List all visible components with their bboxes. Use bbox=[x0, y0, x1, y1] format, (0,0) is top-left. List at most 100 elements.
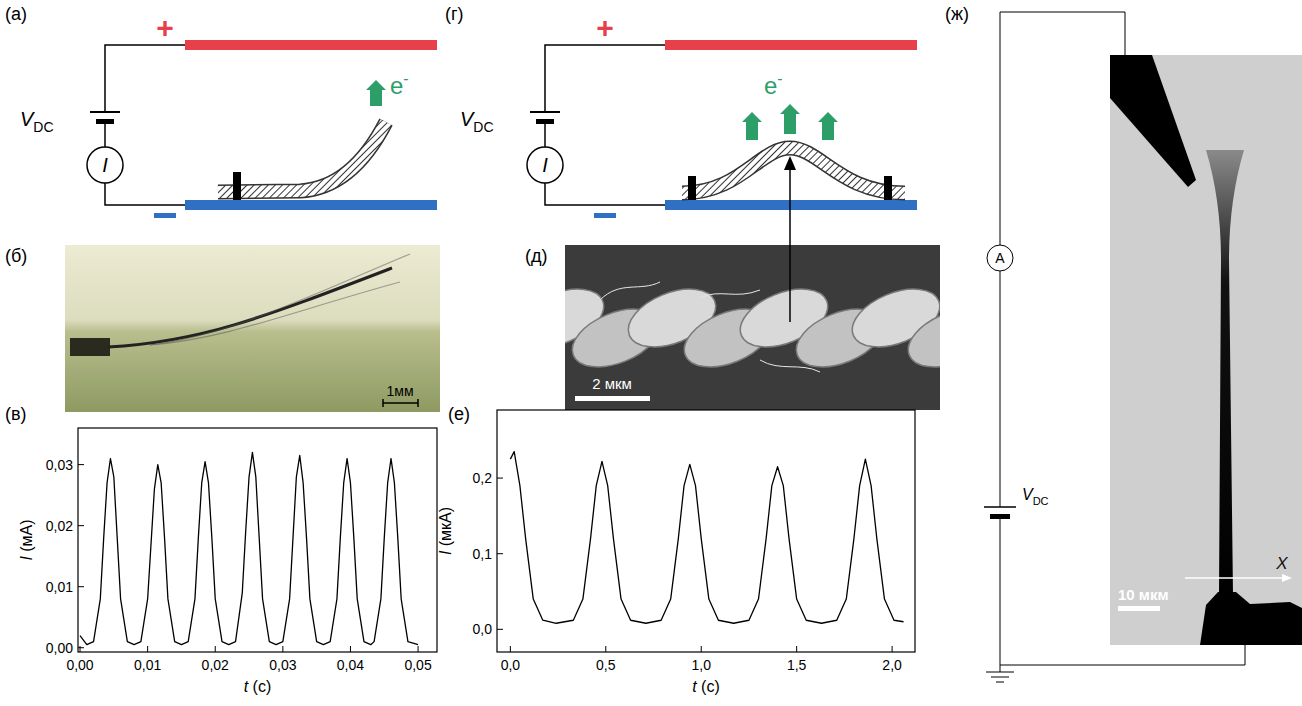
x-axis-title: t (с) bbox=[692, 678, 720, 695]
plus-sign: + bbox=[156, 11, 174, 44]
fiber-outline bbox=[682, 148, 905, 193]
x-tick-label: 0,02 bbox=[202, 657, 229, 673]
figure: (а)+VDCIe-(г)+VDCIe-(б)1мм(д)2 мкм(ж)AVD… bbox=[0, 0, 1302, 706]
y-tick bbox=[497, 553, 503, 554]
wire bbox=[544, 124, 546, 147]
x-tick bbox=[796, 646, 797, 652]
y-tick-label: 0,1 bbox=[473, 546, 493, 562]
scale-label: 10 мкм bbox=[1118, 586, 1169, 603]
cathode-plate bbox=[185, 200, 437, 210]
data-group bbox=[80, 452, 418, 644]
scale-label: 1мм bbox=[386, 383, 413, 399]
x-tick bbox=[147, 646, 148, 652]
emission-arrow bbox=[818, 112, 838, 140]
x-tick bbox=[418, 646, 419, 652]
battery-plate bbox=[984, 506, 1016, 508]
minus-sign bbox=[154, 213, 176, 218]
scale-bar bbox=[383, 399, 418, 407]
plot-frame bbox=[497, 410, 915, 652]
electron-label: e- bbox=[390, 70, 409, 99]
battery-plate bbox=[530, 111, 560, 113]
scale-label: 2 мкм bbox=[592, 375, 632, 392]
x-tick bbox=[80, 646, 81, 652]
voltage-label: VDC bbox=[460, 108, 494, 135]
minus-sign bbox=[594, 213, 616, 218]
battery-plate bbox=[990, 514, 1010, 519]
data-group bbox=[510, 452, 903, 624]
wire bbox=[545, 183, 665, 205]
y-tick bbox=[78, 525, 84, 526]
wire bbox=[1000, 271, 1001, 507]
text-part: - bbox=[777, 70, 782, 87]
x-tick-label: 2,0 bbox=[882, 657, 902, 673]
x-tick-label: 0,03 bbox=[269, 657, 296, 673]
anode-plate bbox=[665, 40, 917, 50]
panel-label: (г) bbox=[445, 4, 464, 24]
x-tick bbox=[892, 646, 893, 652]
x-tick-label: 0,04 bbox=[337, 657, 364, 673]
fiber-holder bbox=[688, 176, 696, 200]
plot-frame bbox=[78, 428, 437, 652]
chart: 0,000,010,020,030,040,050,000,010,020,03 bbox=[46, 428, 437, 673]
emission-arrow bbox=[366, 80, 386, 106]
battery-plate bbox=[90, 111, 120, 113]
rope-fibrils bbox=[600, 282, 820, 372]
wire bbox=[545, 45, 665, 112]
data-line bbox=[510, 452, 903, 624]
wire bbox=[105, 45, 185, 112]
y-tick bbox=[497, 478, 503, 479]
x-tick-label: 0,0 bbox=[501, 657, 521, 673]
x-tick bbox=[282, 646, 283, 652]
battery-plate bbox=[536, 119, 554, 124]
chart: 0,00,51,01,52,00,00,10,2 bbox=[473, 410, 915, 673]
current-symbol: I bbox=[542, 154, 548, 176]
panel-label: (б) bbox=[5, 246, 27, 266]
rect bbox=[1110, 55, 1302, 645]
text-part: e bbox=[390, 72, 403, 99]
x-tick-label: 0,01 bbox=[134, 657, 161, 673]
tip bbox=[1110, 55, 1196, 187]
nanowire bbox=[1206, 150, 1244, 595]
emission-arrow bbox=[780, 104, 800, 134]
text-part: (с) bbox=[697, 678, 720, 695]
ammeter-label: A bbox=[995, 250, 1005, 266]
photo bbox=[65, 245, 440, 412]
y-tick-label: 0,2 bbox=[473, 470, 493, 486]
y-tick-label: 0,0 bbox=[473, 621, 493, 637]
y-tick bbox=[78, 647, 84, 648]
y-axis-title: I (мкА) bbox=[437, 507, 454, 555]
fiber-outline bbox=[218, 122, 386, 192]
electron-label: e- bbox=[764, 70, 783, 99]
bottom-electrode bbox=[1200, 592, 1302, 645]
text-part: - bbox=[403, 70, 408, 87]
photo-chip bbox=[70, 338, 110, 356]
plus-sign: + bbox=[596, 11, 614, 44]
fiber bbox=[218, 122, 386, 192]
rope-strand bbox=[900, 298, 940, 379]
fiber bbox=[682, 148, 905, 193]
x-tick-label: 0,00 bbox=[66, 657, 93, 673]
y-axis-title: I (мА) bbox=[18, 519, 35, 560]
y-tick-label: 0,03 bbox=[46, 457, 73, 473]
sem-image bbox=[508, 245, 1004, 410]
x-tick bbox=[510, 646, 511, 652]
scale-bar bbox=[575, 396, 650, 401]
photo-fiber bbox=[150, 254, 410, 345]
data-line bbox=[80, 452, 418, 644]
panel-label: (в) bbox=[5, 404, 27, 424]
text-part: (мкА) bbox=[437, 507, 454, 551]
text-part: DC bbox=[473, 119, 493, 135]
voltage-label: VDC bbox=[20, 108, 54, 135]
x-axis-label: X bbox=[1275, 554, 1288, 573]
y-tick bbox=[78, 464, 84, 465]
x-axis-title: t (с) bbox=[244, 678, 272, 695]
x-tick bbox=[350, 646, 351, 652]
ammeter bbox=[987, 245, 1013, 271]
x-tick bbox=[701, 646, 702, 652]
fiber-holder bbox=[233, 172, 241, 200]
y-tick-label: 0,00 bbox=[46, 640, 73, 656]
x-arrow bbox=[1185, 577, 1288, 579]
text-part: (мА) bbox=[18, 519, 35, 556]
rope bbox=[565, 278, 940, 379]
x-tick bbox=[605, 646, 606, 652]
